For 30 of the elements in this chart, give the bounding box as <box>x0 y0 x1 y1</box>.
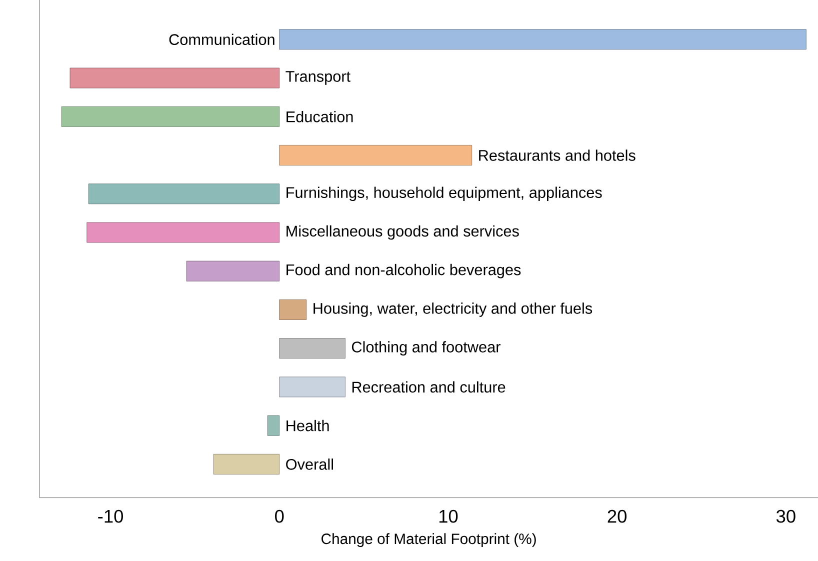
bar <box>70 68 280 88</box>
bar <box>213 454 280 474</box>
bar <box>279 338 346 358</box>
y-tick-label: Miscellaneous goods and services <box>286 225 519 240</box>
bar <box>61 106 280 127</box>
y-tick-label: Transport <box>286 71 350 85</box>
bar <box>186 260 280 282</box>
x-tick-label: 20 <box>608 510 627 523</box>
y-tick-label: Housing, water, electricity and other fuels <box>314 302 592 317</box>
x-tick-label: 0 <box>275 510 284 523</box>
bar <box>279 376 346 398</box>
y-tick-label: Food and non-alcoholic beverages <box>286 264 521 278</box>
y-tick-label: Communication <box>169 34 274 45</box>
y-tick-label: Overall <box>286 458 333 470</box>
y-tick-label: Health <box>286 420 329 432</box>
bar <box>88 184 280 204</box>
y-tick-label: Restaurants and hotels <box>479 150 636 161</box>
bar <box>267 415 280 436</box>
bar <box>86 222 280 243</box>
x-tick-label: 30 <box>776 510 796 523</box>
y-tick-label: Education <box>286 110 353 122</box>
y-tick-label: Recreation and culture <box>352 381 506 393</box>
bar <box>279 29 806 50</box>
bar <box>279 144 472 166</box>
y-tick-label: Furnishings, household equipment, appliances <box>286 186 602 201</box>
x-tick-label: -10 <box>98 510 124 523</box>
x-axis-title: Change of Material Footprint (%) <box>322 533 536 547</box>
x-tick-label: 10 <box>439 510 458 523</box>
y-tick-label: Clothing and footwear <box>352 341 500 356</box>
bar <box>279 299 307 320</box>
